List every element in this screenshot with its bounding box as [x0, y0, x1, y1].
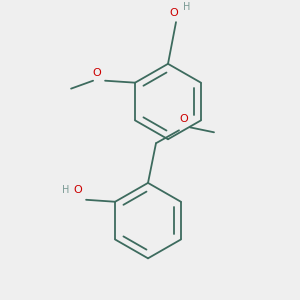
Text: O: O [169, 8, 178, 18]
Text: O: O [74, 185, 82, 195]
Text: O: O [93, 68, 101, 78]
Text: O: O [180, 114, 188, 124]
Text: H: H [183, 2, 191, 12]
Text: H: H [62, 185, 70, 195]
